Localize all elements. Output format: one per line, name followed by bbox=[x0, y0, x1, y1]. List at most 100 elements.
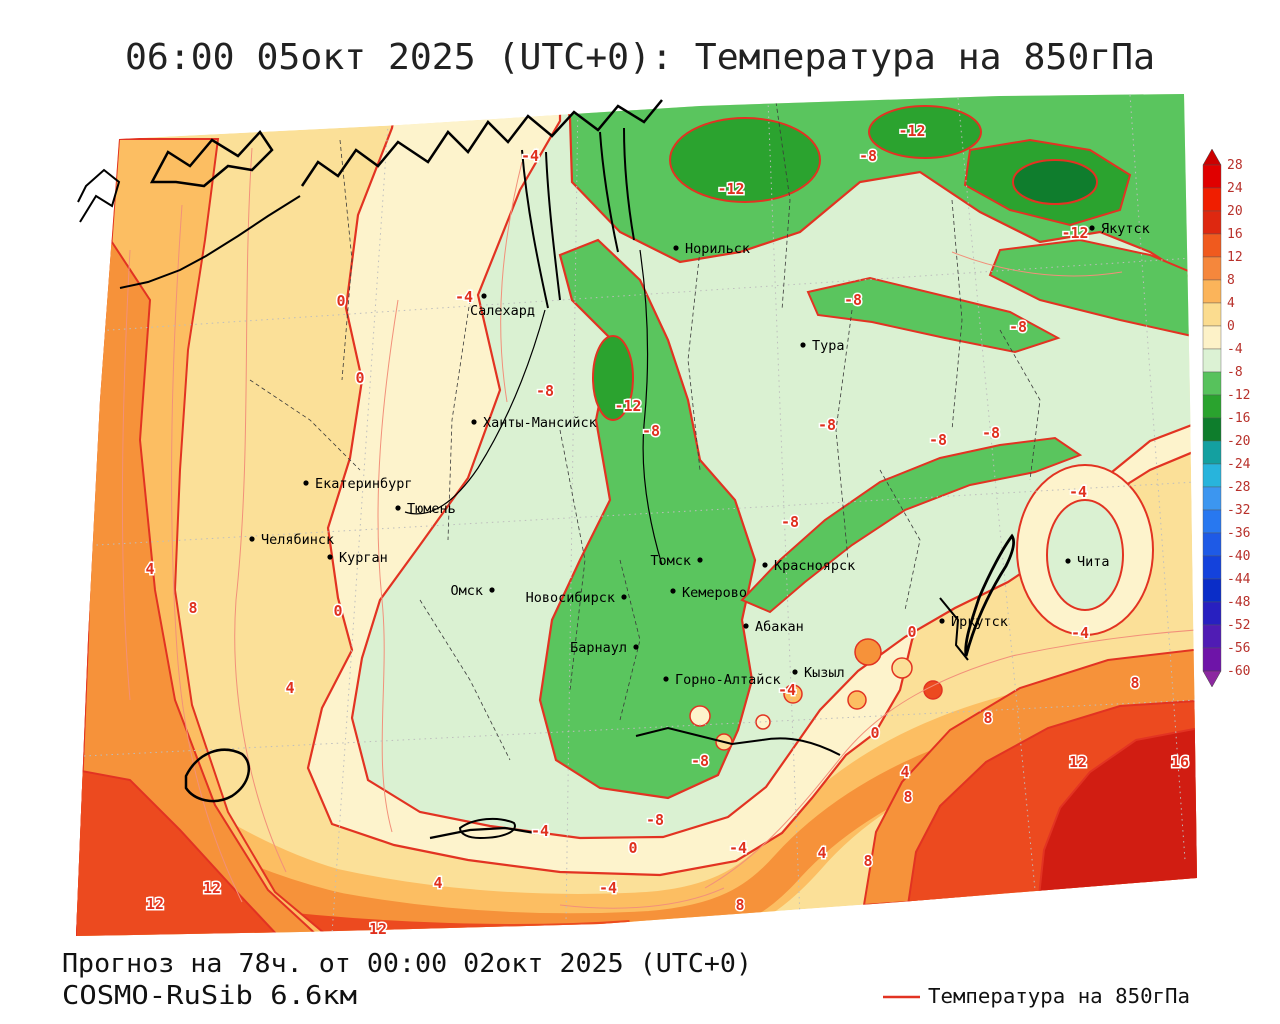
city-marker bbox=[303, 480, 308, 485]
contour-value-label: 12 bbox=[146, 895, 164, 913]
colorbar-segment bbox=[1203, 234, 1221, 257]
colorbar-segment bbox=[1203, 441, 1221, 464]
colorbar-segment bbox=[1203, 533, 1221, 556]
colorbar-tick-label: -56 bbox=[1227, 641, 1250, 656]
colorbar-arrow-top bbox=[1203, 149, 1221, 165]
city-marker bbox=[800, 342, 805, 347]
city-label: Тура bbox=[812, 338, 845, 354]
city-label: Новосибирск bbox=[526, 590, 615, 606]
colorbar-tick-label: -44 bbox=[1227, 572, 1251, 587]
city-marker bbox=[697, 557, 702, 562]
city-marker bbox=[395, 505, 400, 510]
contour-value-label: 0 bbox=[907, 623, 916, 641]
contour-value-label: -8 bbox=[781, 513, 799, 531]
weather-map-canvas: 06:00 05окт 2025 (UTC+0): Температура на… bbox=[0, 0, 1280, 1024]
city-label: Кызыл bbox=[804, 665, 845, 681]
contour-value-label: 0 bbox=[355, 369, 364, 387]
temp-region-below-m12-a bbox=[670, 118, 820, 202]
colorbar-tick-label: -28 bbox=[1227, 480, 1250, 495]
contour-value-label: -12 bbox=[717, 180, 744, 198]
colorbar-tick-label: -16 bbox=[1227, 411, 1250, 426]
colorbar-tick-label: -4 bbox=[1227, 342, 1243, 357]
contour-value-label: -8 bbox=[646, 811, 664, 829]
forecast-info-line: Прогноз на 78ч. от 00:00 02окт 2025 (UTC… bbox=[62, 949, 752, 979]
city-label: Салехард bbox=[470, 303, 535, 319]
contour-value-label: -8 bbox=[844, 291, 862, 309]
weather-map-page: 06:00 05окт 2025 (UTC+0): Температура на… bbox=[0, 0, 1280, 1024]
contour-value-label: 8 bbox=[735, 896, 744, 914]
city-marker bbox=[489, 587, 494, 592]
colorbar-segment bbox=[1203, 648, 1221, 671]
contour-value-label: -8 bbox=[818, 416, 836, 434]
city-marker bbox=[621, 594, 626, 599]
city-marker bbox=[673, 245, 678, 250]
city-marker bbox=[743, 623, 748, 628]
contour-value-label: -4 bbox=[729, 839, 747, 857]
city-marker bbox=[1089, 225, 1094, 230]
colorbar-tick-label: -48 bbox=[1227, 595, 1250, 610]
city-label: Кемерово bbox=[682, 585, 747, 601]
colorbar-tick-label: -60 bbox=[1227, 664, 1250, 679]
contour-value-label: -8 bbox=[536, 382, 554, 400]
colorbar-segment bbox=[1203, 602, 1221, 625]
colorbar-tick-label: -20 bbox=[1227, 434, 1250, 449]
contour-value-label: 8 bbox=[188, 599, 197, 617]
contour-value-label: 12 bbox=[369, 920, 387, 938]
city-label: Горно-Алтайск bbox=[675, 672, 781, 688]
contour-value-label: 12 bbox=[1069, 753, 1087, 771]
contour-value-label: 12 bbox=[203, 879, 221, 897]
colorbar-segment bbox=[1203, 280, 1221, 303]
colorbar-segment bbox=[1203, 257, 1221, 280]
colorbar-segment bbox=[1203, 326, 1221, 349]
city-label: Норильск bbox=[685, 241, 750, 257]
contour-value-label: -4 bbox=[599, 879, 617, 897]
colorbar-tick-label: 4 bbox=[1227, 296, 1235, 311]
colorbar-segment bbox=[1203, 165, 1221, 188]
city-label: Курган bbox=[339, 550, 388, 566]
city-marker bbox=[327, 554, 332, 559]
colorbar-tick-label: 12 bbox=[1227, 250, 1243, 265]
temp-region-below-m16 bbox=[1013, 160, 1097, 204]
temperature-field bbox=[76, 60, 1210, 938]
city-label: Ханты-Мансийск bbox=[483, 415, 597, 431]
city-label: Абакан bbox=[755, 619, 804, 635]
colorbar-segment bbox=[1203, 349, 1221, 372]
contour-value-label: 8 bbox=[903, 788, 912, 806]
colorbar-segment bbox=[1203, 487, 1221, 510]
city-label: Барнаул bbox=[570, 640, 627, 656]
city-marker bbox=[1065, 558, 1070, 563]
contour-value-label: 4 bbox=[433, 874, 442, 892]
colorbar-segment bbox=[1203, 188, 1221, 211]
colorbar-arrow-bottom bbox=[1203, 671, 1221, 687]
city-label: Иркутск bbox=[951, 614, 1008, 630]
contour-value-label: 0 bbox=[628, 839, 637, 857]
contour-value-label: 0 bbox=[333, 602, 342, 620]
contour-value-label: -4 bbox=[1069, 483, 1087, 501]
city-label: Якутск bbox=[1101, 221, 1150, 237]
contour-value-label: -8 bbox=[982, 424, 1000, 442]
city-label: Челябинск bbox=[261, 532, 334, 548]
colorbar-tick-label: -52 bbox=[1227, 618, 1250, 633]
city-marker bbox=[471, 419, 476, 424]
map-title: 06:00 05окт 2025 (UTC+0): Температура на… bbox=[125, 37, 1155, 78]
contour-value-label: -12 bbox=[1061, 224, 1088, 242]
colorbar-segment bbox=[1203, 372, 1221, 395]
city-marker bbox=[633, 644, 638, 649]
colorbar-segment bbox=[1203, 464, 1221, 487]
contour-value-label: -8 bbox=[1009, 318, 1027, 336]
contour-value-label: -8 bbox=[859, 147, 877, 165]
contour-value-label: 4 bbox=[900, 763, 909, 781]
contour-value-label: -4 bbox=[778, 681, 796, 699]
contour-value-label: -8 bbox=[929, 431, 947, 449]
contour-value-label: 4 bbox=[817, 844, 826, 862]
colorbar: 2824201612840-4-8-12-16-20-24-28-32-36-4… bbox=[1203, 149, 1251, 687]
city-marker bbox=[792, 669, 797, 674]
colorbar-segment bbox=[1203, 211, 1221, 234]
colorbar-segment bbox=[1203, 395, 1221, 418]
city-marker bbox=[939, 618, 944, 623]
contour-value-label: -8 bbox=[691, 752, 709, 770]
contour-value-label: 0 bbox=[870, 724, 879, 742]
colorbar-tick-label: -8 bbox=[1227, 365, 1243, 380]
contour-value-label: 4 bbox=[145, 560, 154, 578]
city-label: Тюмень bbox=[407, 501, 456, 517]
